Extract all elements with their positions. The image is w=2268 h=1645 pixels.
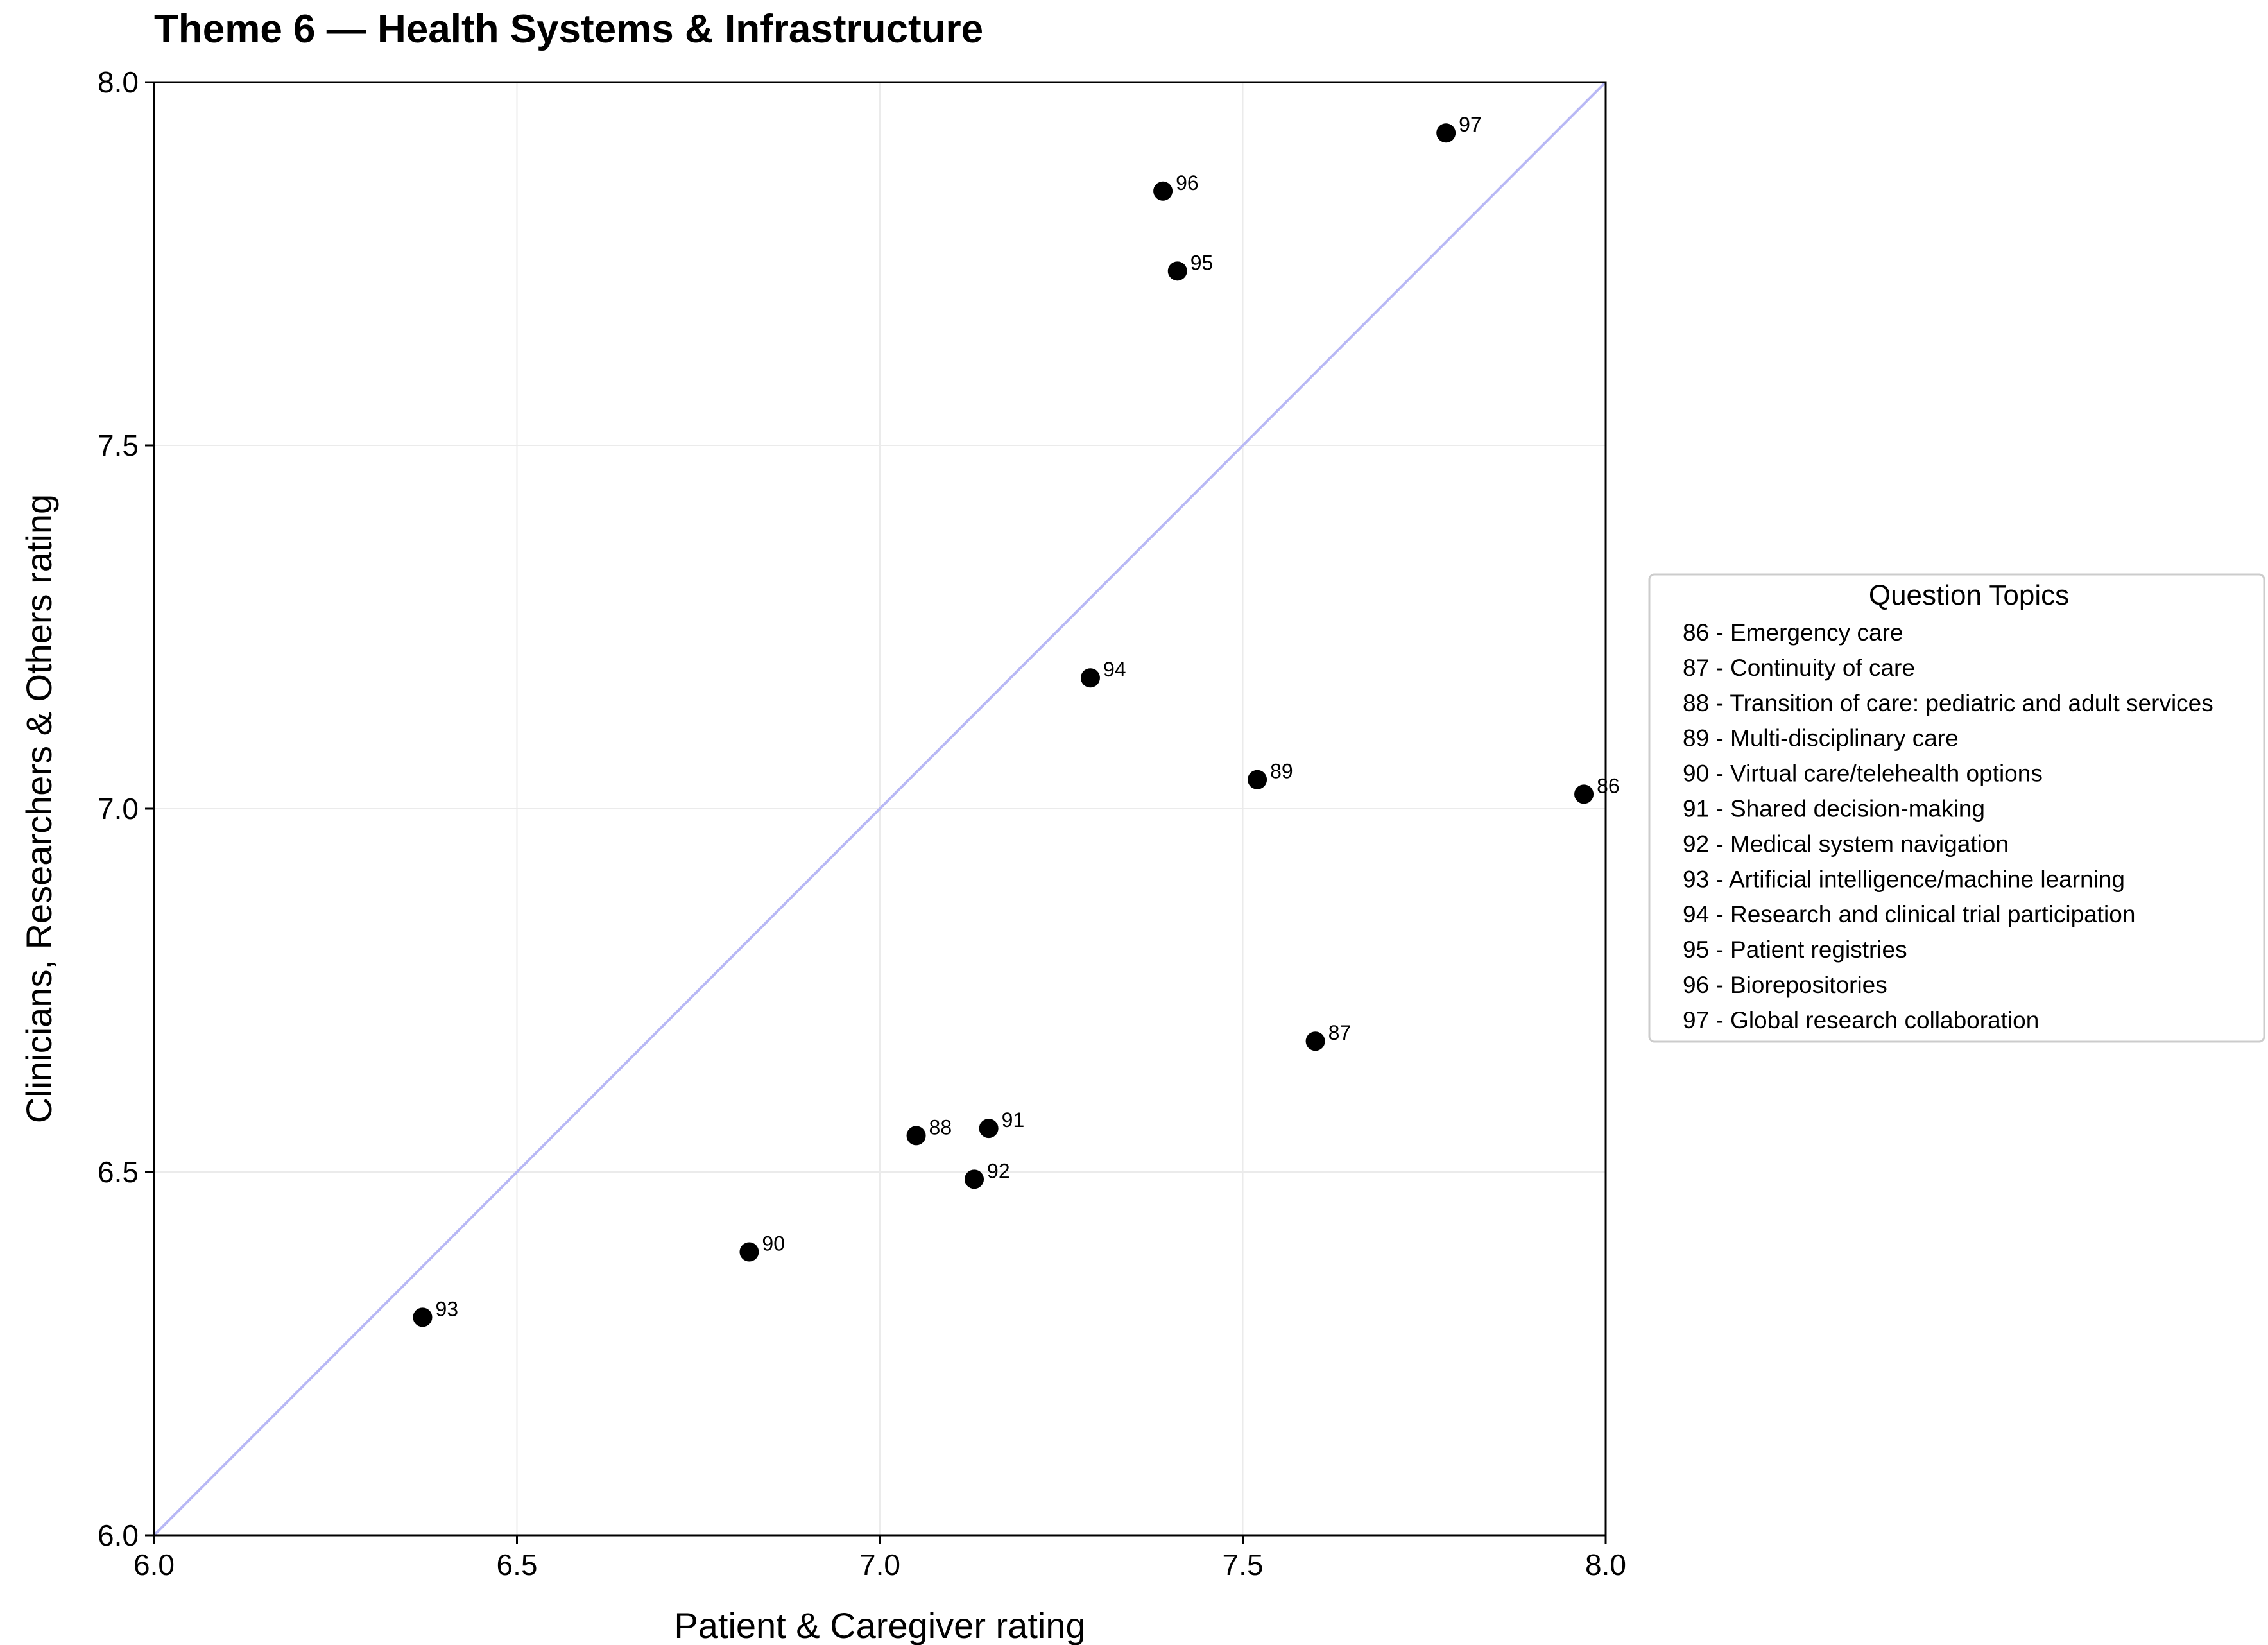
point-label-89: 89 [1270, 760, 1293, 783]
legend-item: 96 - Biorepositories [1683, 972, 1887, 998]
y-tick-label: 6.0 [98, 1519, 139, 1552]
point-label-92: 92 [987, 1159, 1010, 1182]
data-point-89 [1248, 770, 1267, 789]
point-label-96: 96 [1176, 171, 1199, 194]
legend-item: 87 - Continuity of care [1683, 655, 1915, 681]
point-label-90: 90 [762, 1232, 785, 1255]
point-label-95: 95 [1190, 251, 1214, 274]
point-label-88: 88 [929, 1115, 952, 1139]
x-tick-label: 7.5 [1223, 1548, 1264, 1581]
y-tick-label: 7.5 [98, 429, 139, 462]
legend: Question Topics 86 - Emergency care 87 - … [1648, 573, 2265, 1043]
legend-item: 93 - Artificial intelligence/machine lea… [1683, 866, 2125, 892]
legend-item: 91 - Shared decision-making [1683, 796, 1985, 822]
data-point-93 [413, 1307, 433, 1327]
legend-title: Question Topics [1869, 580, 2069, 611]
y-axis-label: Clinicians, Researchers & Others rating [19, 494, 59, 1123]
legend-item: 90 - Virtual care/telehealth options [1683, 761, 2043, 787]
y-tick-label: 8.0 [98, 65, 139, 99]
x-tick-label: 7.0 [859, 1548, 900, 1581]
data-point-94 [1080, 668, 1100, 688]
point-label-94: 94 [1103, 658, 1126, 681]
y-tick-label: 6.5 [98, 1155, 139, 1189]
axis-ticks: 6.0 6.5 7.0 7.5 8.0 6.0 6.5 7.0 7.5 8.0 [98, 65, 1626, 1581]
data-point-91 [979, 1119, 999, 1139]
point-label-91: 91 [1002, 1108, 1025, 1132]
data-points: 86 87 88 89 90 91 92 93 94 95 96 97 [413, 113, 1620, 1327]
data-point-87 [1305, 1031, 1325, 1051]
data-point-92 [965, 1169, 984, 1189]
data-point-86 [1574, 784, 1594, 804]
data-point-90 [739, 1242, 759, 1262]
reference-line-diagonal [153, 81, 1607, 1537]
data-point-95 [1167, 261, 1187, 281]
legend-item: 97 - Global research collaboration [1683, 1007, 2039, 1033]
legend-items: 86 - Emergency care 87 - Continuity of ca… [1683, 619, 2213, 1033]
legend-item: 92 - Medical system navigation [1683, 831, 2009, 857]
data-point-96 [1153, 181, 1173, 201]
legend-item: 86 - Emergency care [1683, 619, 1903, 646]
point-label-93: 93 [435, 1297, 458, 1320]
data-point-88 [906, 1126, 926, 1146]
legend-item: 88 - Transition of care: pediatric and a… [1683, 690, 2213, 716]
point-label-87: 87 [1328, 1021, 1352, 1044]
point-label-86: 86 [1597, 774, 1620, 797]
legend-box [1648, 573, 2265, 1043]
x-tick-label: 8.0 [1585, 1548, 1626, 1581]
legend-item: 94 - Research and clinical trial partici… [1683, 901, 2135, 927]
legend-item: 89 - Multi-disciplinary care [1683, 725, 1959, 752]
legend-item: 95 - Patient registries [1683, 936, 1907, 963]
y-tick-label: 7.0 [98, 792, 139, 825]
chart-title: Theme 6 — Health Systems & Infrastructur… [154, 7, 983, 51]
point-label-97: 97 [1459, 113, 1482, 136]
x-tick-label: 6.5 [497, 1548, 538, 1581]
x-axis-label: Patient & Caregiver rating [674, 1605, 1085, 1645]
x-tick-label: 6.0 [133, 1548, 175, 1581]
data-point-97 [1436, 123, 1456, 143]
